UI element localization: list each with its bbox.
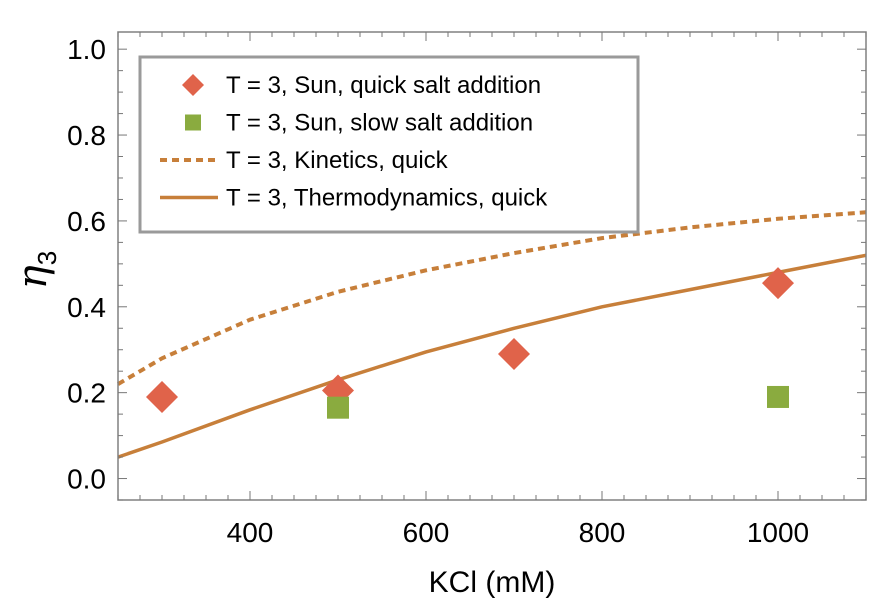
x-tick-label: 600	[403, 517, 450, 548]
y-tick-label: 0.2	[67, 378, 106, 409]
legend-square-icon	[185, 114, 201, 131]
legend-label: T = 3, Sun, slow salt addition	[226, 110, 533, 137]
legend-label: T = 3, Thermodynamics, quick	[226, 185, 548, 212]
x-tick-label: 400	[227, 517, 274, 548]
legend-diamond-icon	[182, 74, 204, 96]
y-tick-label: 0.0	[67, 464, 106, 495]
kinetics-line	[116, 210, 867, 386]
axis-ticks: 400 600 800 1000 0.0 0.2 0.4 0.6 0.8 1.0	[67, 32, 867, 548]
quick-salt-point	[498, 338, 530, 371]
y-tick-label: 1.0	[67, 34, 106, 65]
legend-label: T = 3, Sun, quick salt addition	[226, 72, 541, 99]
x-tick-label: 800	[579, 517, 626, 548]
y-axis-label-main: η	[10, 265, 56, 289]
y-axis-label: η3	[10, 251, 62, 289]
y-tick-label: 0.4	[67, 292, 106, 323]
legend-box	[138, 55, 640, 234]
slow-salt-point	[327, 396, 349, 419]
y-tick-label: 0.6	[67, 206, 106, 237]
y-axis-label-sub: 3	[32, 251, 62, 265]
legend-label: T = 3, Kinetics, quick	[226, 147, 449, 174]
y-tick-label: 0.8	[67, 120, 106, 151]
thermodynamics-line	[117, 253, 867, 459]
x-tick-label: 1000	[747, 517, 809, 548]
quick-salt-point	[146, 380, 178, 413]
series-layer	[116, 210, 867, 459]
quick-salt-point	[762, 267, 794, 300]
x-axis-label: KCl (mM)	[429, 566, 556, 599]
legend: T = 3, Sun, quick salt addition T = 3, Su…	[138, 55, 640, 234]
slow-salt-point	[767, 385, 789, 408]
